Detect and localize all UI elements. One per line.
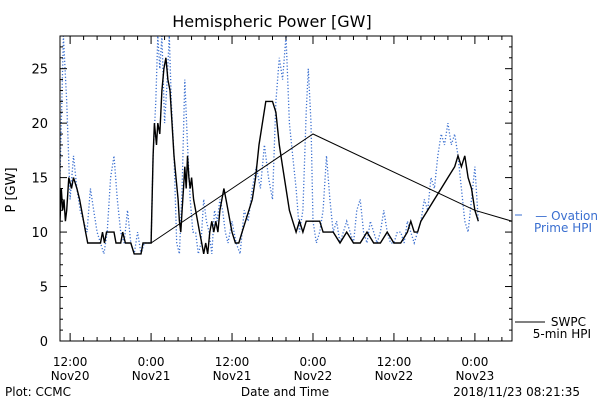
y-tick-label: 10 <box>31 226 48 241</box>
y-tick-label: 25 <box>31 63 48 78</box>
legend-text: SWPC <box>551 315 586 329</box>
x-tick-label-date: Nov22 <box>294 369 333 383</box>
footer-plot-credit: Plot: CCMC <box>5 385 71 399</box>
x-tick-label-date: Nov21 <box>132 369 171 383</box>
x-tick-label-time: 12:00 <box>377 355 412 369</box>
legend-text: Prime HPI <box>534 221 592 235</box>
x-tick-label-time: 0:00 <box>461 355 488 369</box>
x-tick-label-date: Nov21 <box>213 369 252 383</box>
x-tick-label-time: 0:00 <box>138 355 165 369</box>
axes-layer: 051015202512:00Nov200:00Nov2112:00Nov210… <box>31 36 512 383</box>
x-tick-label-time: 12:00 <box>53 355 88 369</box>
legend-text: 5-min HPI <box>533 327 591 341</box>
x-tick-label-time: 12:00 <box>215 355 250 369</box>
y-axis-label: P [GW] <box>4 167 19 212</box>
x-axis-label: Date and Time <box>241 385 329 399</box>
footer-timestamp: 2018/11/23 08:21:35 <box>453 385 580 399</box>
series-ovation-prime-hpi <box>60 36 479 255</box>
chart-title: Hemispheric Power [GW] <box>172 12 371 31</box>
y-tick-label: 15 <box>31 172 48 187</box>
series-swpc-hpi <box>60 57 479 255</box>
series-trend-line <box>150 133 512 244</box>
y-tick-label: 0 <box>40 335 48 350</box>
legend-text: — Ovation <box>535 209 598 223</box>
y-tick-label: 20 <box>31 117 48 132</box>
series-layer <box>60 36 512 255</box>
x-tick-label-date: Nov20 <box>51 369 90 383</box>
x-tick-label-date: Nov23 <box>456 369 495 383</box>
x-tick-label-time: 0:00 <box>300 355 327 369</box>
x-tick-label-date: Nov22 <box>375 369 414 383</box>
y-tick-label: 5 <box>40 281 48 296</box>
